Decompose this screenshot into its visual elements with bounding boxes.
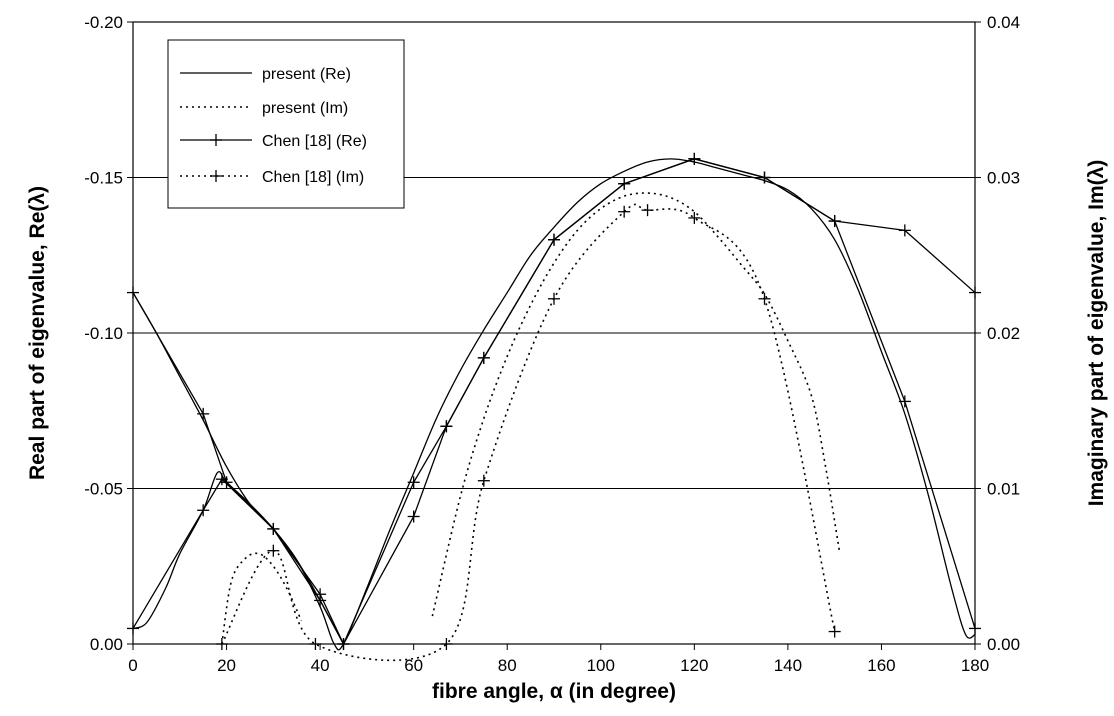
plus-marker: [898, 224, 911, 237]
y-right-tick-label: 0.02: [987, 324, 1020, 343]
x-tick-label: 80: [498, 656, 517, 675]
y-right-tick-label: 0.00: [987, 635, 1020, 654]
x-axis-ticks: 0 20 40 60 80 100 120 140 160 180: [128, 644, 989, 675]
plus-marker: [407, 510, 420, 523]
series-line-present-im: [431, 192, 841, 617]
y-right-axis-ticks: 0.00 0.01 0.02 0.03 0.04: [975, 13, 1020, 654]
plus-marker: [267, 522, 280, 535]
series-group: [127, 152, 981, 662]
y-left-tick-label: -0.15: [84, 169, 123, 188]
series-line-present-re: [132, 158, 976, 651]
plus-marker: [548, 292, 560, 305]
x-tick-label: 180: [961, 656, 989, 675]
plus-marker: [210, 134, 222, 146]
plus-marker: [215, 473, 228, 486]
x-tick-label: 100: [587, 656, 615, 675]
y-right-tick-label: 0.01: [987, 480, 1020, 499]
plus-marker: [618, 177, 631, 190]
plus-marker: [477, 474, 490, 487]
x-tick-label: 120: [680, 656, 708, 675]
plus-marker: [197, 407, 210, 420]
plus-marker: [688, 152, 701, 165]
plus-marker: [407, 476, 420, 489]
y-left-tick-label: -0.20: [84, 13, 123, 32]
plus-marker: [267, 544, 280, 557]
y-right-tick-label: 0.04: [987, 13, 1020, 32]
x-axis-title: fibre angle, α (in degree): [432, 680, 676, 703]
plus-marker: [440, 420, 453, 433]
y-right-axis-title: Imaginary part of eigenvalue, Im(λ): [1085, 160, 1108, 507]
plus-marker: [477, 351, 490, 364]
series-line-present-im: [221, 552, 303, 645]
plus-marker: [641, 204, 654, 217]
legend-label: Chen [18] (Im): [262, 169, 364, 186]
plus-marker: [618, 205, 631, 218]
series-line-chen-18-re: [132, 158, 976, 646]
plus-marker: [314, 594, 327, 607]
plus-marker: [210, 170, 222, 182]
plus-marker: [758, 292, 771, 305]
y-right-tick-label: 0.03: [987, 169, 1020, 188]
y-left-tick-label: -0.05: [84, 480, 123, 499]
legend-box: [167, 39, 405, 209]
x-tick-label: 60: [404, 656, 423, 675]
grid-lines: [133, 177, 975, 489]
y-left-axis-title: Real part of eigenvalue, Re(λ): [26, 186, 49, 480]
plus-marker: [688, 211, 701, 224]
series-line-chen-18-re: [132, 158, 976, 646]
plus-marker: [828, 215, 841, 228]
x-tick-label: 20: [217, 656, 236, 675]
plus-marker: [898, 395, 911, 408]
x-tick-label: 160: [867, 656, 895, 675]
legend-label: Chen [18] (Re): [262, 133, 367, 150]
x-tick-label: 0: [128, 656, 137, 675]
y-left-tick-label: -0.10: [84, 324, 123, 343]
plus-marker: [758, 171, 771, 184]
series-line-chen-18-im: [221, 203, 836, 662]
y-left-tick-label: 0.00: [90, 635, 123, 654]
plus-marker: [197, 504, 210, 517]
plus-marker: [828, 625, 841, 638]
plus-marker: [548, 233, 560, 246]
legend-label: present (Im): [262, 100, 348, 117]
legend: present (Re) present (Im) Chen [18] (Re) Ch…: [167, 39, 405, 209]
series-line-present-re: [132, 471, 345, 645]
legend-label: present (Re): [262, 66, 351, 83]
x-tick-label: 40: [311, 656, 330, 675]
y-left-axis-ticks: 0.00 -0.05 -0.10 -0.15 -0.20: [84, 13, 133, 654]
plus-marker: [220, 476, 233, 489]
x-tick-label: 140: [774, 656, 802, 675]
